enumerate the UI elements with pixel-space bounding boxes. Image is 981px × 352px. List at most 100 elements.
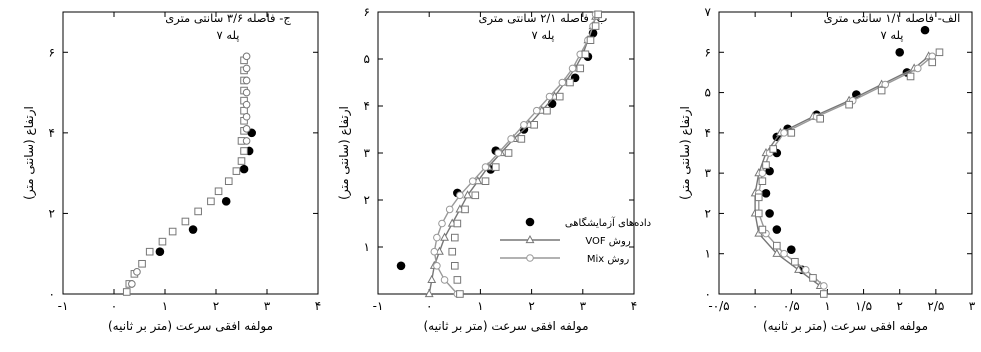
data-point-open-circle-marker-0 <box>128 280 136 288</box>
data-point-open-circle-marker-3 <box>242 125 251 133</box>
x-tick-label: ۳ <box>969 299 976 313</box>
data-point-filled-circle-marker-3 <box>239 164 249 174</box>
legend-label: داده‌های آزمایشگاهی <box>565 216 651 229</box>
y-axis-label: ارتفاع (سانتی متر) <box>678 106 693 200</box>
data-point-open-square-marker-8 <box>194 207 202 216</box>
data-point-open-square-marker-3 <box>448 247 457 256</box>
y-tick-label: ۲ <box>364 193 370 207</box>
x-tick-label: ۰ <box>111 299 117 313</box>
data-point-open-square-marker-2 <box>791 257 799 266</box>
plot-frame <box>62 11 319 295</box>
y-tick-label: ۶ <box>49 45 55 59</box>
data-point-open-circle-marker-5 <box>438 219 446 228</box>
series-2-open-circle <box>754 52 937 290</box>
x-tick-label: -۱ <box>373 299 384 313</box>
data-point-open-circle-marker-2 <box>780 249 788 258</box>
data-point-filled-circle-marker-0 <box>396 261 406 271</box>
data-point-open-square-marker-12 <box>530 121 538 129</box>
data-point-open-square-marker-16 <box>576 64 585 73</box>
data-point-open-circle-marker-1 <box>801 266 810 274</box>
data-point-open-square-marker-14 <box>240 147 248 155</box>
x-tick-label: ۰ <box>426 299 432 313</box>
data-point-open-square-marker-0 <box>122 288 131 296</box>
x-tick-label: ۳ <box>264 299 271 313</box>
y-tick-label: ۲ <box>705 206 711 220</box>
data-point-open-circle-marker-7 <box>456 191 464 200</box>
data-point-open-circle-marker-2 <box>242 137 251 145</box>
y-tick-label: ۵ <box>364 52 370 66</box>
data-point-open-square-marker-4 <box>758 225 767 234</box>
data-point-open-circle-marker-5 <box>242 100 251 109</box>
data-point-open-circle-marker-6 <box>242 88 251 97</box>
data-point-open-circle-marker-7 <box>242 76 251 85</box>
y-tick-label: ۲ <box>49 206 55 220</box>
x-axis-label: مولفه افقی سرعت (متر بر ثانیه) <box>763 319 928 334</box>
data-point-open-circle-marker-9 <box>481 163 490 171</box>
data-point-open-circle-marker-4 <box>433 233 441 242</box>
data-point-open-triangle-marker-0 <box>424 288 434 298</box>
data-point-open-square-marker-12 <box>845 100 853 109</box>
x-tick-label: ۱ <box>162 299 168 313</box>
x-tick-label: ۴ <box>631 299 637 313</box>
data-point-open-square-marker-8 <box>481 177 490 185</box>
y-tick-label: ۰ <box>49 287 55 301</box>
data-point-open-triangle-marker-1 <box>427 274 437 283</box>
x-tick-label: ۲ <box>896 299 902 313</box>
data-point-open-square-marker-14 <box>555 92 564 101</box>
panel-subtitle: پله ۷ <box>880 28 903 42</box>
series-2-open-circle <box>128 52 251 288</box>
x-axis-label: مولفه افقی سرعت (متر بر ثانیه) <box>423 319 588 334</box>
panel-title: ب- فاصله ۲/۱ سانتی متری <box>479 11 608 26</box>
data-point-filled-circle-marker-3 <box>765 209 774 218</box>
data-point-filled-circle-marker-2 <box>772 225 782 234</box>
series-0-filled-circle <box>761 25 930 275</box>
data-point-open-circle-marker-12 <box>520 121 528 129</box>
data-point-open-square-marker-9 <box>769 145 778 153</box>
data-point-open-circle-marker-12 <box>913 64 922 73</box>
legend-filled-circle-marker-0 <box>525 217 535 227</box>
x-tick-label: ۱ <box>824 299 830 313</box>
data-point-open-circle-marker-1 <box>133 268 141 276</box>
series-3-open-square <box>754 48 944 298</box>
x-axis-label: مولفه افقی سرعت (متر بر ثانیه) <box>108 319 273 334</box>
data-point-open-square-marker-17 <box>581 50 590 59</box>
data-point-open-circle-marker-1 <box>440 276 449 284</box>
x-tick-label: ۴ <box>315 299 321 313</box>
data-point-filled-circle-marker-12 <box>895 47 905 57</box>
x-tick-label: -۱ <box>58 299 69 313</box>
series-1-open-triangle <box>750 51 934 290</box>
legend: داده‌های آزمایشگاهی روش VOF روش Mix <box>500 216 651 265</box>
legend-label: روش VOF <box>585 236 631 247</box>
series-2-open-circle <box>430 10 600 298</box>
data-point-open-square-marker-13 <box>877 86 886 95</box>
data-point-open-square-marker-11 <box>816 114 825 123</box>
data-point-open-square-marker-7 <box>181 217 190 226</box>
y-tick-label: ۶ <box>364 5 370 19</box>
y-tick-label: ۴ <box>364 99 370 113</box>
data-point-filled-circle-marker-5 <box>765 166 774 176</box>
data-point-open-square-marker-20 <box>594 10 602 19</box>
y-tick-label: ۳ <box>705 166 712 180</box>
y-axis-label: ارتفاع (سانتی متر) <box>22 106 37 200</box>
data-point-open-square-marker-5 <box>158 237 167 246</box>
y-tick-label: ۳ <box>364 146 371 160</box>
data-point-open-triangle-marker-2 <box>772 248 782 257</box>
data-point-filled-circle-marker-10 <box>852 90 861 99</box>
data-point-open-circle-marker-0 <box>820 282 828 290</box>
data-point-open-square-marker-16 <box>935 48 944 57</box>
data-point-open-square-marker-11 <box>224 177 233 185</box>
data-point-open-square-marker-5 <box>754 209 763 218</box>
data-point-open-square-marker-10 <box>214 187 223 196</box>
data-point-open-square-marker-1 <box>453 276 462 284</box>
data-point-open-square-marker-4 <box>451 233 459 242</box>
data-point-open-square-marker-1 <box>809 274 817 282</box>
data-point-open-square-marker-9 <box>491 163 500 171</box>
series-1-open-square <box>122 56 248 296</box>
data-point-open-circle-marker-8 <box>468 177 477 185</box>
panel-title: الف- فاصله ۱/۱ سانتی متری <box>824 11 961 26</box>
data-point-open-triangle-marker-1 <box>794 264 803 273</box>
data-point-open-square-marker-12 <box>232 167 241 175</box>
data-point-open-square-marker-8 <box>762 161 770 169</box>
